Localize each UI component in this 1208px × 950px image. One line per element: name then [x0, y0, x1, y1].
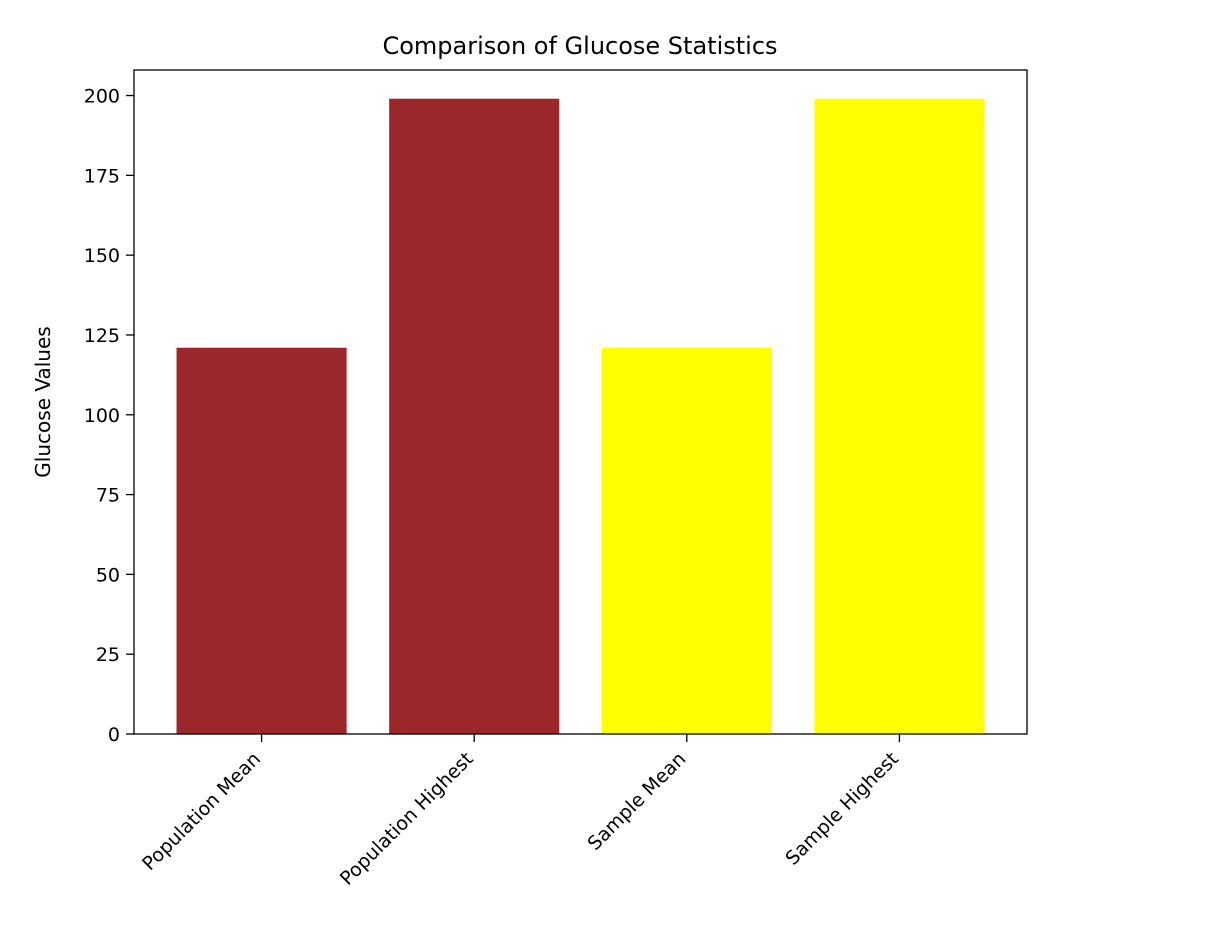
x-tick-label: Sample Mean	[584, 748, 691, 855]
y-tick-label: 125	[84, 325, 120, 347]
y-tick-label: 25	[96, 644, 120, 666]
bar-sample-mean	[601, 347, 772, 734]
y-axis-ticks: 0 25 50 75 100 125 150 175 200	[84, 86, 134, 746]
y-axis-label: Glucose Values	[31, 326, 55, 477]
y-tick-label: 200	[84, 86, 120, 108]
bar-population-highest	[389, 98, 560, 735]
y-tick-label: 150	[84, 245, 120, 267]
y-tick-label: 75	[96, 485, 120, 507]
x-axis-ticks: Population Mean Population Highest Sample …	[138, 734, 903, 890]
bar-sample-highest	[814, 98, 985, 735]
y-tick-label: 100	[84, 405, 120, 427]
x-tick-label: Population Mean	[138, 748, 265, 875]
chart-title: Comparison of Glucose Statistics	[382, 32, 777, 60]
y-tick-label: 175	[84, 165, 120, 187]
x-tick-label: Population Highest	[336, 748, 478, 890]
y-tick-label: 0	[108, 724, 120, 746]
y-tick-label: 50	[96, 564, 120, 586]
bars-layer	[176, 98, 985, 735]
plot-area-frame	[133, 69, 1028, 735]
x-tick-label: Sample Highest	[781, 748, 903, 870]
bar-population-mean	[176, 347, 347, 734]
